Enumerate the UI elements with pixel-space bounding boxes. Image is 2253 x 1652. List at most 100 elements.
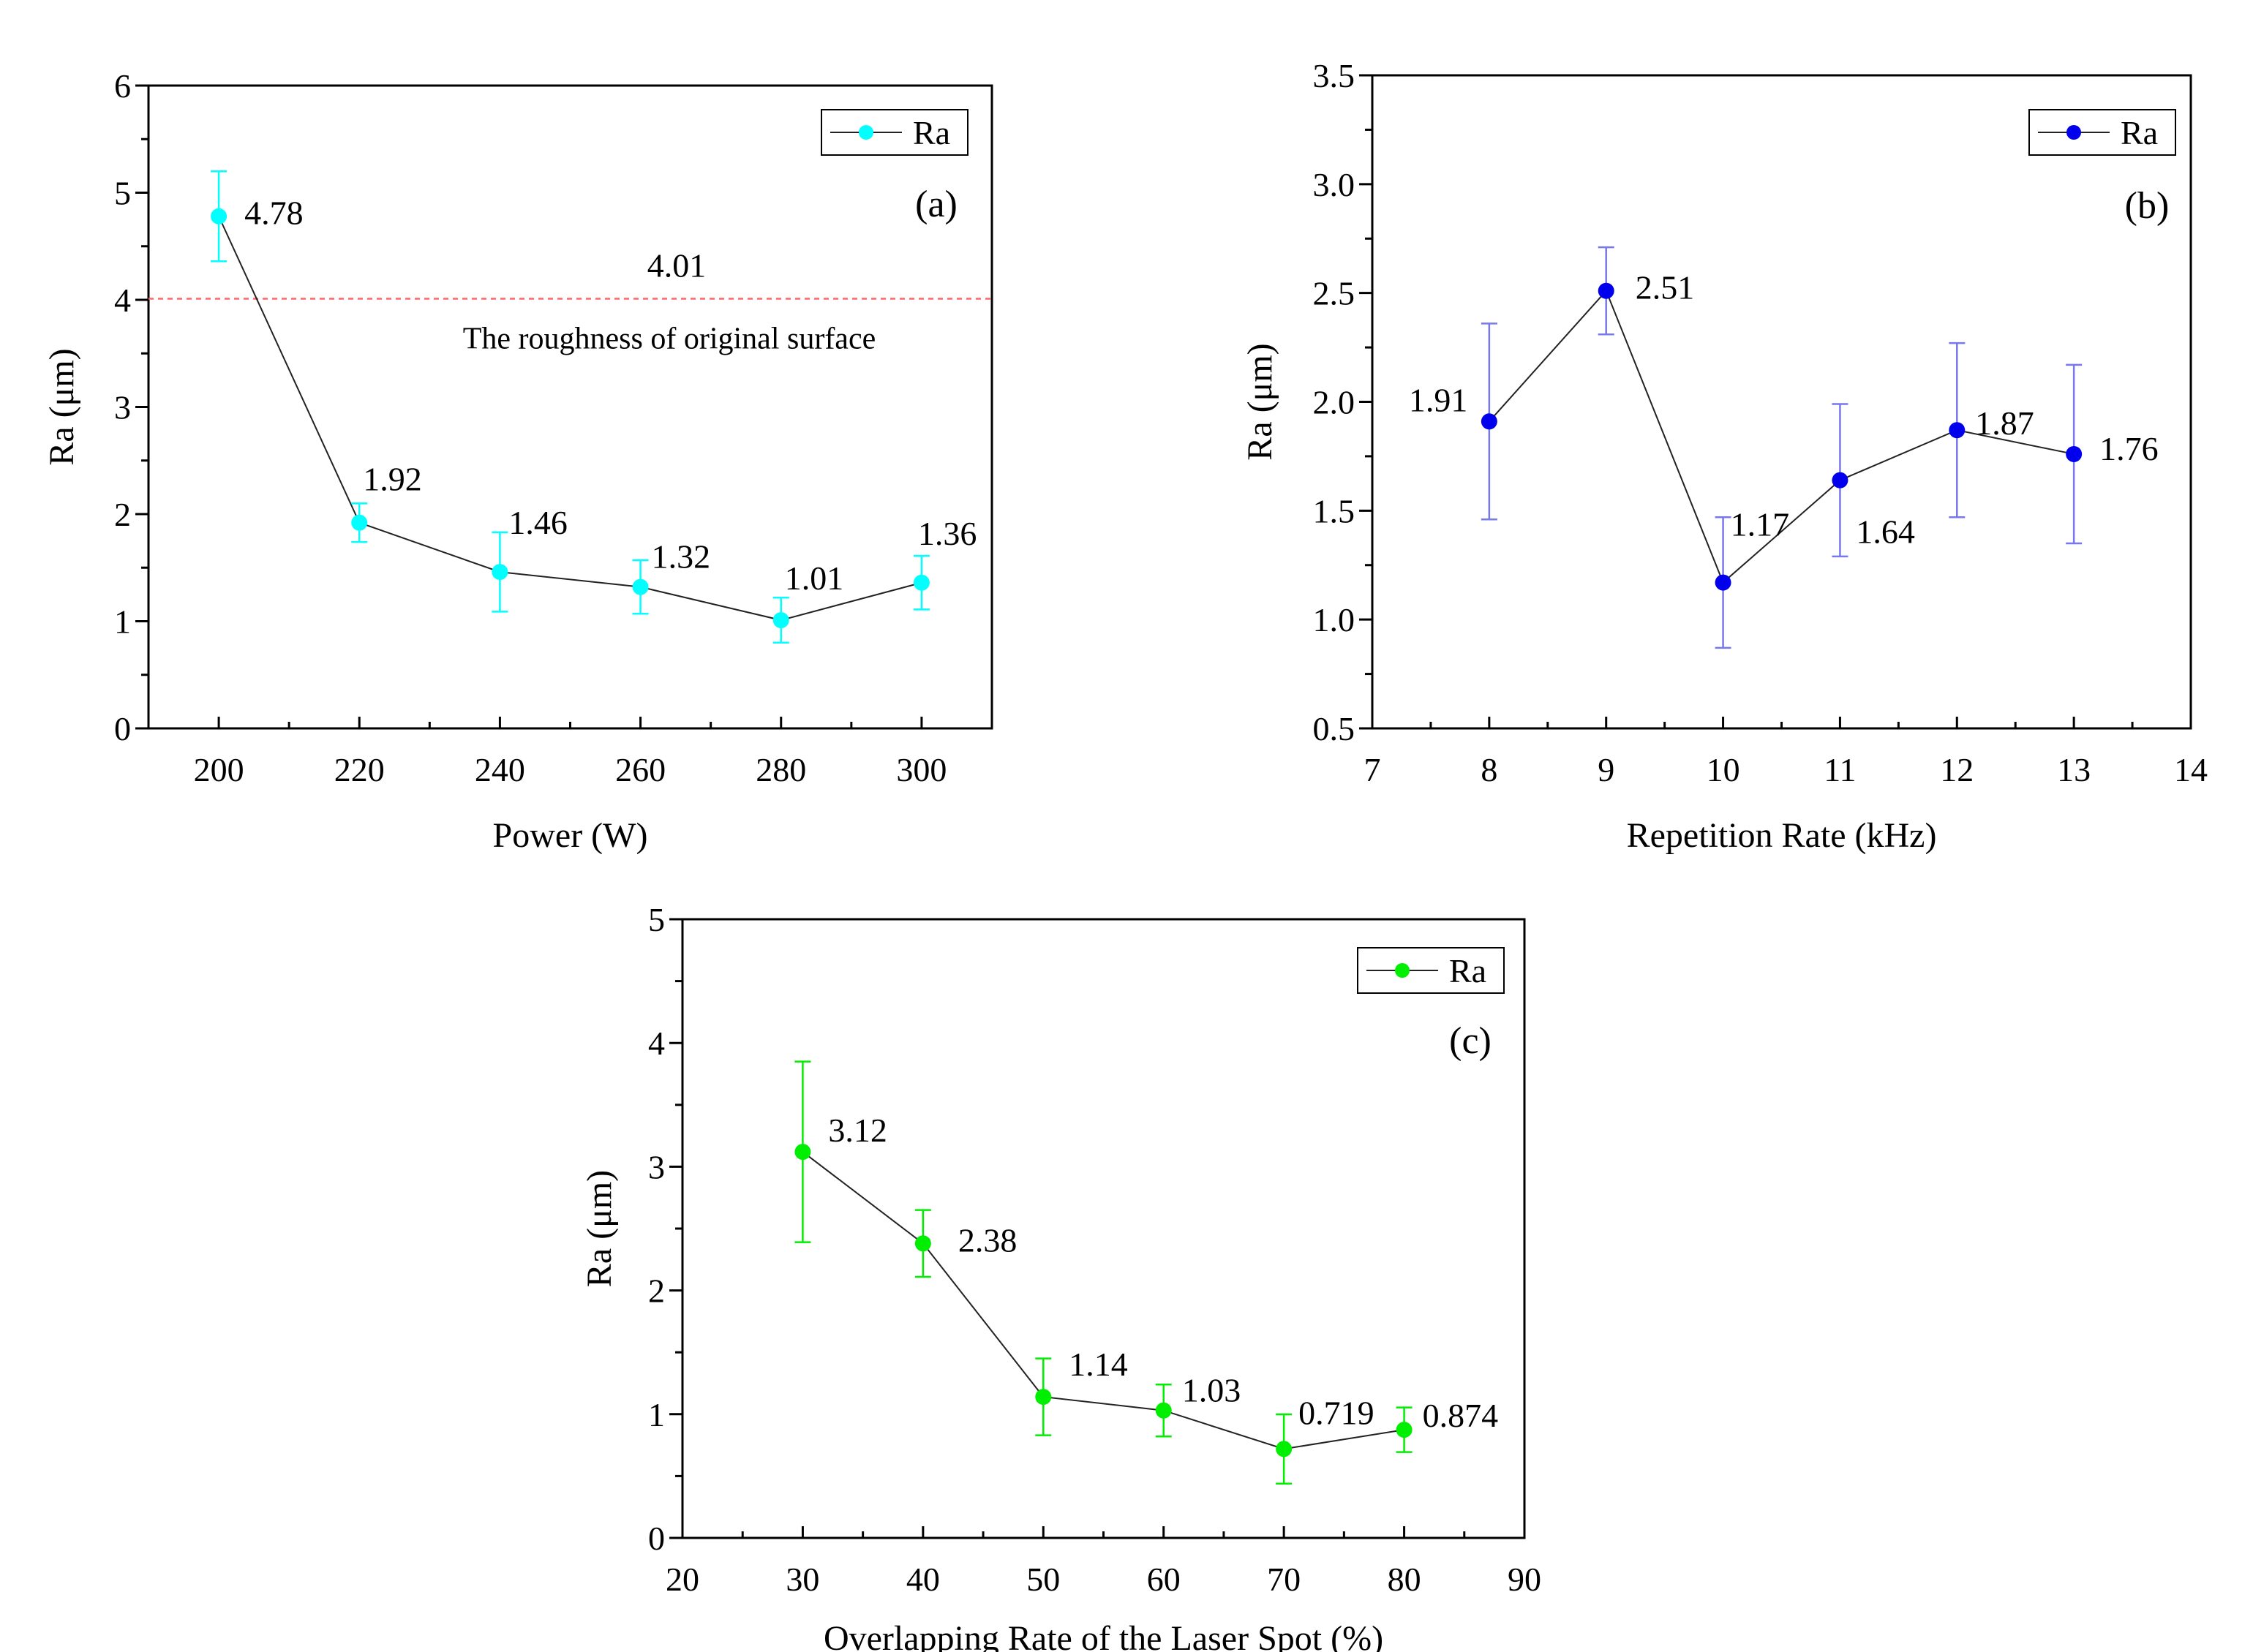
x-tick-label: 260 — [615, 751, 666, 788]
data-label: 1.14 — [1069, 1346, 1128, 1383]
legend-marker — [859, 125, 873, 140]
data-point — [794, 1144, 811, 1161]
y-tick-label: 0 — [648, 1520, 665, 1557]
x-tick-label: 80 — [1388, 1561, 1421, 1598]
data-label: 1.87 — [1975, 404, 2034, 442]
series-line — [802, 1151, 1404, 1450]
data-label: 0.874 — [1423, 1397, 1498, 1434]
y-tick-label: 2.0 — [1313, 384, 1355, 421]
x-tick-label: 280 — [756, 751, 806, 788]
data-point — [211, 208, 227, 225]
x-tick-label: 12 — [1940, 751, 1974, 788]
x-tick-label: 9 — [1598, 751, 1614, 788]
y-tick-label: 2 — [114, 496, 131, 533]
x-tick-label: 240 — [475, 751, 525, 788]
reference-line-caption: The roughness of original surface — [463, 323, 876, 356]
data-label: 1.92 — [363, 461, 422, 498]
legend-label: Ra — [2121, 114, 2158, 151]
y-tick-label: 3.0 — [1313, 166, 1355, 203]
y-tick-label: 3.5 — [1313, 57, 1355, 94]
y-tick-label: 1.5 — [1313, 492, 1355, 529]
data-label: 2.38 — [958, 1221, 1018, 1259]
data-label: 1.17 — [1731, 506, 1790, 543]
x-tick-label: 11 — [1824, 751, 1856, 788]
data-label: 1.46 — [508, 504, 568, 541]
x-tick-label: 40 — [906, 1561, 940, 1598]
data-label: 3.12 — [828, 1112, 887, 1149]
data-label: 1.32 — [652, 538, 711, 576]
x-axis-title: Overlapping Rate of the Laser Spot (%) — [824, 1619, 1383, 1652]
data-point — [1481, 413, 1497, 430]
data-label: 1.36 — [918, 515, 977, 552]
legend-marker — [2066, 125, 2081, 140]
y-tick-label: 0.5 — [1313, 710, 1355, 747]
data-label: 2.51 — [1636, 269, 1695, 306]
panel-label: (a) — [915, 184, 958, 225]
data-label: 1.01 — [785, 559, 844, 597]
chart-panel-c: 20 30 40 50 60 70 80 90 0 1 2 3 4 5 Overlapping Rate o… — [580, 901, 1541, 1652]
y-tick-label: 2 — [648, 1272, 665, 1310]
x-tick-label: 10 — [1707, 751, 1740, 788]
y-tick-label: 4 — [114, 282, 131, 319]
data-point — [1598, 282, 1614, 299]
x-tick-label: 200 — [194, 751, 244, 788]
data-point — [1035, 1389, 1052, 1406]
legend-label: Ra — [1449, 952, 1486, 989]
y-tick-label: 1 — [114, 603, 131, 641]
y-tick-label: 1.0 — [1313, 601, 1355, 638]
data-label: 1.03 — [1182, 1372, 1241, 1409]
y-axis-title: Ra (μm) — [42, 348, 81, 465]
x-tick-label: 8 — [1481, 751, 1497, 788]
x-tick-label: 14 — [2174, 751, 2208, 788]
y-tick-label: 6 — [114, 67, 131, 105]
y-tick-label: 1 — [648, 1396, 665, 1433]
data-point — [1832, 472, 1848, 489]
y-axis-title: Ra (μm) — [1241, 343, 1279, 460]
data-point — [1276, 1441, 1293, 1457]
series-line — [218, 216, 922, 622]
data-label: 4.78 — [244, 195, 304, 232]
data-point — [1949, 422, 1966, 439]
data-point — [2066, 445, 2083, 462]
y-tick-label: 0 — [114, 710, 131, 747]
x-tick-label: 30 — [786, 1561, 819, 1598]
data-point — [772, 612, 789, 629]
data-point — [1396, 1422, 1413, 1438]
data-point — [492, 564, 508, 581]
y-tick-label: 2.5 — [1313, 275, 1355, 312]
x-tick-label: 50 — [1026, 1561, 1060, 1598]
x-tick-label: 70 — [1267, 1561, 1301, 1598]
data-point — [914, 1235, 931, 1252]
y-tick-label: 3 — [114, 389, 131, 426]
data-label: 0.719 — [1298, 1394, 1374, 1431]
data-label: 1.64 — [1856, 513, 1915, 551]
x-tick-label: 300 — [896, 751, 947, 788]
legend-label: Ra — [913, 114, 950, 151]
data-point — [913, 574, 930, 591]
y-axis-title: Ra (μm) — [580, 1170, 619, 1287]
y-tick-label: 5 — [648, 901, 665, 938]
data-point — [351, 514, 368, 531]
reference-value-label: 4.01 — [647, 247, 707, 284]
legend-marker — [1395, 963, 1410, 978]
y-tick-label: 5 — [114, 175, 131, 212]
data-point — [1715, 574, 1731, 591]
chart-panel-b: 7 8 9 10 11 12 13 14 0.5 1.0 1.5 2.0 2.5 3.0 3.5 Repeti… — [1241, 57, 2208, 855]
x-tick-label: 20 — [666, 1561, 699, 1598]
data-point — [632, 578, 649, 595]
plot-frame — [1371, 74, 2192, 730]
x-axis-title: Power (W) — [493, 816, 648, 855]
y-tick-label: 3 — [648, 1148, 665, 1185]
x-tick-label: 90 — [1508, 1561, 1541, 1598]
x-tick-label: 60 — [1147, 1561, 1181, 1598]
x-tick-label: 13 — [2057, 751, 2091, 788]
data-label: 1.91 — [1409, 381, 1468, 418]
x-axis-title: Repetition Rate (kHz) — [1627, 816, 1937, 855]
x-tick-label: 7 — [1364, 751, 1381, 788]
panel-label: (b) — [2125, 185, 2170, 227]
chart-panel-a: 200 220 240 260 280 300 0 1 2 3 4 5 6 Power (W) Ra (μm… — [42, 67, 993, 855]
panel-label: (c) — [1449, 1020, 1492, 1062]
x-tick-label: 220 — [334, 751, 385, 788]
series-line — [1489, 289, 2075, 584]
